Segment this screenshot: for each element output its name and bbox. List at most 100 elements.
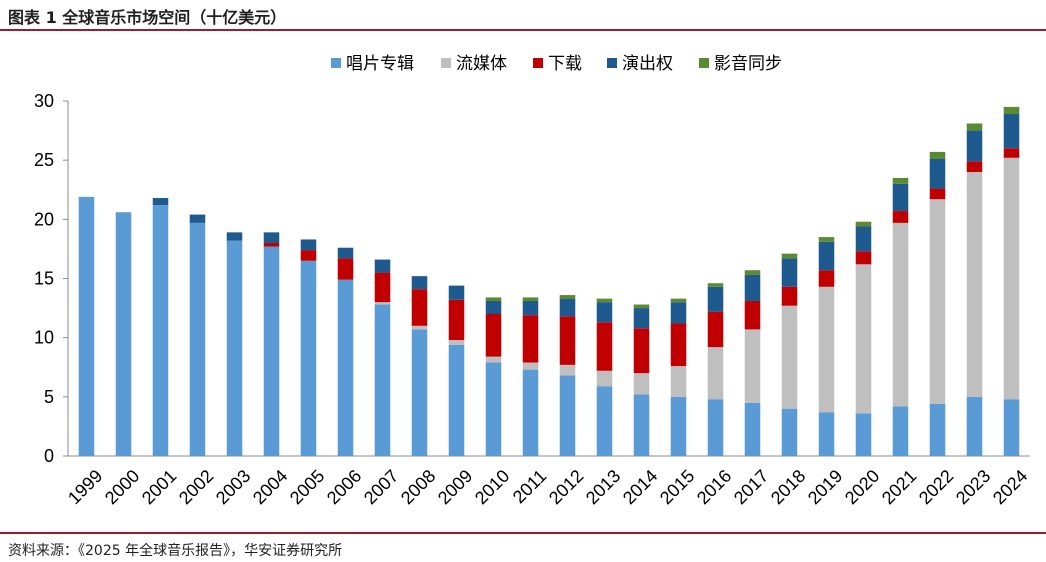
bar-segment-2014-series-1 bbox=[633, 373, 650, 395]
bar-segment-2020-series-3 bbox=[855, 226, 872, 252]
bar-segment-2011-series-2 bbox=[522, 315, 539, 363]
bar-segment-2012-series-3 bbox=[559, 298, 576, 317]
bar-segment-2001-series-3 bbox=[152, 198, 169, 206]
bar-segment-2023-series-3 bbox=[966, 130, 983, 162]
bar-segment-2013-series-1 bbox=[596, 370, 613, 387]
bar-segment-2013-series-2 bbox=[596, 322, 613, 371]
y-tick-label: 10 bbox=[34, 328, 54, 348]
x-tick-label-2013: 2013 bbox=[582, 466, 624, 508]
bar-segment-2018-series-0 bbox=[781, 408, 798, 456]
bar-segment-2017-series-4 bbox=[744, 270, 761, 275]
bar-segment-2022-series-0 bbox=[929, 403, 946, 456]
bar-segment-2024-series-2 bbox=[1003, 148, 1020, 158]
bar-segment-2009-series-3 bbox=[448, 285, 465, 300]
bar-segment-2015-series-0 bbox=[670, 396, 687, 456]
bar-segment-2022-series-1 bbox=[929, 199, 946, 404]
y-tick-label: 20 bbox=[34, 209, 54, 229]
x-tick-label-2003: 2003 bbox=[212, 466, 254, 508]
bar-segment-2022-series-2 bbox=[929, 188, 946, 200]
x-tick-label-2009: 2009 bbox=[434, 466, 476, 508]
bar-segment-2004-series-0 bbox=[263, 246, 280, 456]
title-rule bbox=[0, 29, 1046, 31]
legend-item-2: 下载 bbox=[533, 54, 582, 74]
bar-segment-2019-series-4 bbox=[818, 237, 835, 242]
x-tick-label-2006: 2006 bbox=[323, 466, 365, 508]
legend-swatch bbox=[533, 58, 543, 68]
bar-segment-2017-series-2 bbox=[744, 300, 761, 330]
x-tick-label-2012: 2012 bbox=[545, 466, 587, 508]
bar-segment-2016-series-1 bbox=[707, 347, 724, 400]
bar-segment-2012-series-1 bbox=[559, 364, 576, 376]
x-tick-label-2004: 2004 bbox=[249, 466, 291, 508]
bar-segment-2004-series-2 bbox=[263, 243, 280, 247]
x-tick-label-2011: 2011 bbox=[509, 466, 551, 508]
x-tick-label-2005: 2005 bbox=[286, 466, 328, 508]
bar-segment-2024-series-1 bbox=[1003, 157, 1020, 400]
x-tick-label-1999: 1999 bbox=[64, 466, 106, 508]
bar-segment-2019-series-3 bbox=[818, 241, 835, 271]
bar-segment-2023-series-0 bbox=[966, 396, 983, 456]
bar-segment-2013-series-4 bbox=[596, 298, 613, 303]
bar-segment-2018-series-3 bbox=[781, 258, 798, 287]
bar-segment-2006-series-3 bbox=[337, 247, 354, 259]
x-tick-label-2016: 2016 bbox=[693, 466, 735, 508]
x-tick-label-2007: 2007 bbox=[360, 466, 402, 508]
y-tick-label: 30 bbox=[34, 91, 54, 111]
bar-segment-2021-series-1 bbox=[892, 222, 909, 407]
bar-segment-2007-series-2 bbox=[374, 272, 391, 303]
x-tick-label-2019: 2019 bbox=[804, 466, 846, 508]
bar-segment-2020-series-0 bbox=[855, 413, 872, 456]
bar-segment-2015-series-3 bbox=[670, 302, 687, 324]
bar-segment-2001-series-0 bbox=[152, 205, 169, 456]
bar-segment-2024-series-0 bbox=[1003, 399, 1020, 456]
bar-segment-2011-series-3 bbox=[522, 300, 539, 316]
y-tick-label: 0 bbox=[44, 446, 54, 466]
bar-segment-2012-series-4 bbox=[559, 295, 576, 299]
bar-segment-2022-series-3 bbox=[929, 158, 946, 189]
bar-segment-2003-series-3 bbox=[226, 232, 243, 241]
bar-segment-2018-series-2 bbox=[781, 286, 798, 306]
bar-segment-2000-series-0 bbox=[115, 212, 132, 456]
x-tick-label-2010: 2010 bbox=[471, 466, 513, 508]
bar-segment-2009-series-2 bbox=[448, 299, 465, 341]
bar-segment-2014-series-4 bbox=[633, 304, 650, 309]
bar-segment-2014-series-3 bbox=[633, 308, 650, 329]
bar-segment-2015-series-1 bbox=[670, 366, 687, 397]
bar-segment-2019-series-1 bbox=[818, 286, 835, 413]
y-tick-label: 5 bbox=[44, 387, 54, 407]
bar-segment-2022-series-4 bbox=[929, 151, 946, 159]
legend-label: 下载 bbox=[548, 54, 582, 74]
bar-segment-2014-series-0 bbox=[633, 394, 650, 456]
bar-segment-2016-series-4 bbox=[707, 283, 724, 287]
bar-segment-2017-series-1 bbox=[744, 329, 761, 403]
bar-segment-2002-series-3 bbox=[189, 214, 206, 223]
bar-segment-2021-series-0 bbox=[892, 406, 909, 456]
legend-item-1: 流媒体 bbox=[441, 54, 507, 74]
bar-segment-2010-series-1 bbox=[485, 356, 502, 363]
bar-segment-2019-series-0 bbox=[818, 412, 835, 456]
x-tick-label-2021: 2021 bbox=[878, 466, 920, 508]
bar-segment-2013-series-3 bbox=[596, 302, 613, 323]
bar-segment-2004-series-3 bbox=[263, 232, 280, 243]
source-rule bbox=[0, 532, 1046, 534]
bar-segment-2007-series-3 bbox=[374, 259, 391, 273]
x-tick-label-2015: 2015 bbox=[656, 466, 698, 508]
x-tick-label-2022: 2022 bbox=[915, 466, 957, 508]
bar-segment-2014-series-2 bbox=[633, 328, 650, 374]
bar-segment-2008-series-0 bbox=[411, 329, 428, 456]
bar-segment-2021-series-2 bbox=[892, 211, 909, 223]
bar-segment-2007-series-1 bbox=[374, 302, 391, 305]
bar-segment-2006-series-2 bbox=[337, 258, 354, 280]
bar-segment-2020-series-1 bbox=[855, 264, 872, 414]
legend-swatch bbox=[699, 58, 709, 68]
legend-label: 影音同步 bbox=[714, 54, 782, 74]
bar-segment-2005-series-3 bbox=[300, 239, 317, 251]
bar-segment-2008-series-2 bbox=[411, 289, 428, 326]
bar-segment-2010-series-2 bbox=[485, 314, 502, 357]
bar-segment-2011-series-0 bbox=[522, 369, 539, 456]
bar-segment-2006-series-0 bbox=[337, 279, 354, 456]
x-tick-label-2020: 2020 bbox=[841, 466, 883, 508]
bar-segment-2023-series-1 bbox=[966, 172, 983, 397]
x-tick-label-2023: 2023 bbox=[952, 466, 994, 508]
legend-label: 唱片专辑 bbox=[346, 54, 414, 74]
